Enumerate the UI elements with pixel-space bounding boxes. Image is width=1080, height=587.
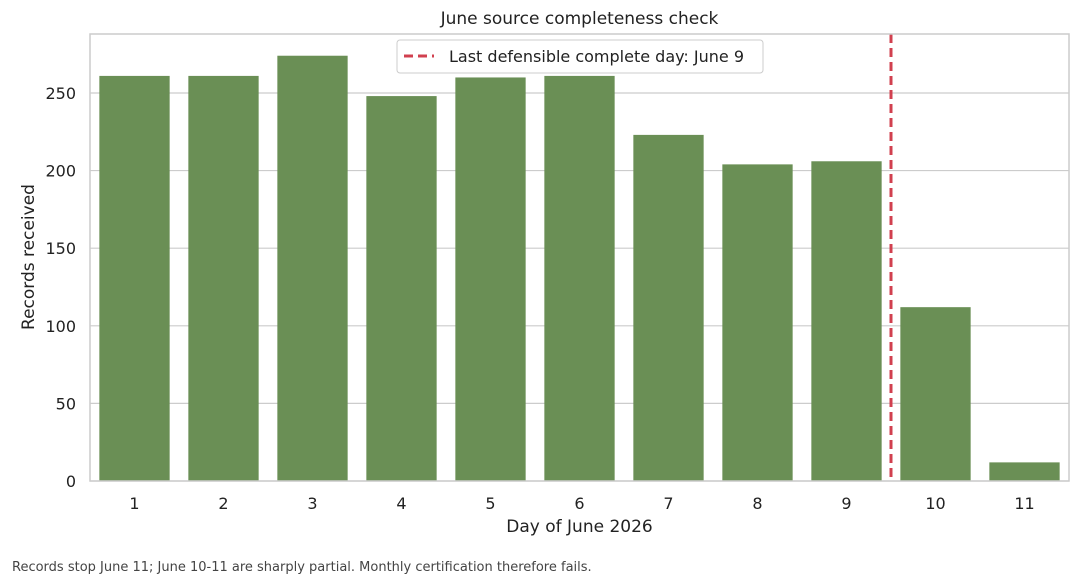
x-tick-label: 10	[925, 494, 945, 513]
y-tick-label: 250	[45, 84, 76, 103]
bar	[900, 307, 971, 481]
x-tick-label: 3	[307, 494, 317, 513]
bar	[455, 77, 526, 481]
chart-caption: Records stop June 11; June 10-11 are sha…	[12, 560, 592, 575]
bar	[633, 134, 704, 481]
y-tick-label: 200	[45, 162, 76, 181]
legend-label: Last defensible complete day: June 9	[449, 47, 744, 66]
x-tick-label: 4	[396, 494, 406, 513]
y-tick-label: 150	[45, 239, 76, 258]
bar	[366, 96, 437, 481]
bar	[722, 164, 793, 481]
x-tick-label: 7	[663, 494, 673, 513]
x-tick-label: 2	[218, 494, 228, 513]
legend-box	[396, 39, 764, 74]
y-axis-ticks: 0 50 100 150 200 250	[45, 84, 76, 491]
bar	[811, 161, 882, 482]
x-axis-label: Day of June 2026	[506, 517, 652, 537]
x-tick-label: 9	[841, 494, 851, 513]
y-axis-label: Records received	[19, 184, 39, 330]
bar	[277, 55, 348, 482]
bar	[544, 75, 615, 481]
chart-title: June source completeness check	[440, 9, 719, 29]
x-tick-label: 1	[129, 494, 139, 513]
x-tick-label: 6	[574, 494, 584, 513]
bars	[99, 55, 1060, 482]
y-tick-label: 100	[45, 317, 76, 336]
x-tick-label: 11	[1014, 494, 1034, 513]
bar	[99, 75, 170, 481]
y-tick-label: 0	[66, 472, 76, 491]
x-tick-label: 8	[752, 494, 762, 513]
bar	[989, 462, 1060, 481]
bar	[188, 75, 259, 481]
x-tick-label: 5	[485, 494, 495, 513]
x-axis-ticks: 1 2 3 4 5 6 7 8 9 10 11	[129, 494, 1034, 513]
y-tick-label: 50	[56, 394, 76, 413]
legend: Last defensible complete day: June 9	[396, 39, 764, 74]
plot-frame	[89, 33, 1070, 482]
